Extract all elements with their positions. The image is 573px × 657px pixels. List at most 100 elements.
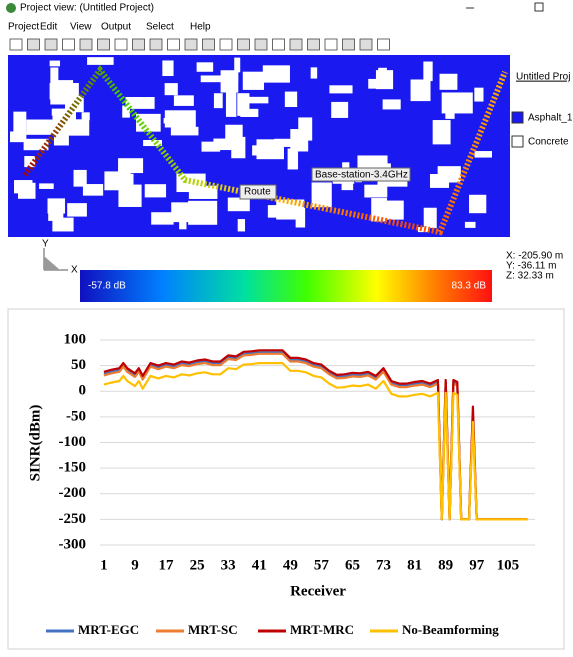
building [50,61,60,67]
material-label: Concrete [528,137,569,148]
building [87,57,114,65]
building [442,92,473,113]
building [440,74,458,90]
app-window: Project view: (Untitled Project) Project… [6,3,573,302]
building [162,60,173,76]
toolbar-button[interactable] [115,39,127,50]
menu-item[interactable]: Select [146,22,174,33]
toolbar-button[interactable] [378,39,390,50]
building [50,91,77,104]
toolbar-button[interactable] [238,39,250,50]
building [67,203,87,216]
y-tick-label: -300 [59,536,87,552]
building [474,88,483,102]
toolbar-button[interactable] [45,39,57,50]
x-tick-label: 89 [438,557,453,573]
y-tick-label: -100 [59,434,87,450]
building [174,95,194,106]
building [214,93,223,108]
building [298,117,312,140]
building [446,170,460,183]
toolbar-button[interactable] [325,39,337,50]
menu-item[interactable]: Edit [40,22,57,33]
building [151,212,173,224]
building [82,112,90,120]
building [285,92,297,107]
x-tick-label: 17 [159,557,175,573]
x-axis-label: Receiver [290,583,346,599]
building [52,218,73,232]
material-swatch [512,136,523,147]
menu-item[interactable]: Project [8,22,39,33]
toolbar-button[interactable] [133,39,145,50]
toolbar-button[interactable] [220,39,232,50]
toolbar-button[interactable] [10,39,22,50]
building [145,184,166,197]
building [240,109,258,117]
y-tick-label: -200 [59,485,87,501]
y-tick-label: -150 [59,460,87,476]
maximize-button[interactable] [535,3,543,11]
toolbar-button[interactable] [290,39,302,50]
toolbar-button[interactable] [98,39,110,50]
toolbar-button[interactable] [63,39,75,50]
building [118,158,143,173]
x-tick-label: 41 [252,557,267,573]
x-tick-label: 49 [283,557,298,573]
x-tick-label: 33 [221,557,236,573]
building [433,120,451,144]
y-tick-label: 50 [71,357,86,373]
building [385,201,404,220]
toolbar-button[interactable] [343,39,355,50]
window-title: Project view: (Untitled Project) [20,3,154,14]
x-tick-label: 9 [131,557,139,573]
axis-x-letter: X [71,265,78,276]
building [54,128,69,146]
axis-glyph [44,256,60,270]
building [475,151,492,158]
axis-y-letter: Y [42,239,49,250]
legend-label: MRT-SC [188,622,238,637]
toolbar-button[interactable] [185,39,197,50]
menu-item[interactable]: Help [190,22,211,33]
toolbar-button[interactable] [203,39,215,50]
building [18,183,36,199]
building [329,85,352,93]
building [263,65,290,82]
menu-item[interactable]: View [70,22,92,33]
x-tick-label: 57 [314,557,330,573]
app-icon [6,3,16,13]
toolbar-button[interactable] [28,39,40,50]
toolbar-button[interactable] [150,39,162,50]
building [411,79,431,101]
material-swatch [512,112,523,123]
building [243,72,264,90]
menu-item[interactable]: Output [101,22,131,33]
colorbar [80,270,492,302]
building [234,58,240,73]
legend-label: MRT-EGC [78,622,139,637]
building [418,227,428,232]
y-tick-label: 100 [64,331,87,347]
building [376,70,393,89]
building [423,62,432,82]
building [257,139,284,159]
building [383,99,401,109]
toolbar-button[interactable] [308,39,320,50]
building [165,83,178,95]
building [228,198,250,212]
building [226,92,236,117]
toolbar-button[interactable] [255,39,267,50]
building [179,217,186,229]
toolbar-button[interactable] [80,39,92,50]
x-tick-label: 65 [345,557,360,573]
x-tick-label: 81 [407,557,422,573]
toolbar-button[interactable] [273,39,285,50]
toolbar-button[interactable] [168,39,180,50]
x-tick-label: 25 [190,557,205,573]
building [231,137,245,158]
building [252,145,259,155]
side-title: Untitled Proj [516,72,570,83]
toolbar-button[interactable] [360,39,372,50]
